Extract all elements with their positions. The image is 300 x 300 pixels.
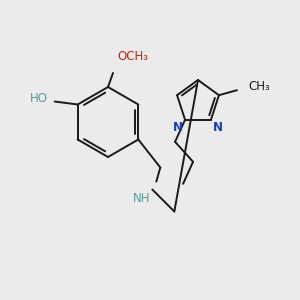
- Text: NH: NH: [133, 191, 150, 205]
- Text: N: N: [213, 121, 223, 134]
- Text: N: N: [173, 121, 183, 134]
- Text: CH₃: CH₃: [248, 80, 270, 93]
- Text: HO: HO: [30, 92, 48, 105]
- Text: OCH₃: OCH₃: [117, 50, 148, 63]
